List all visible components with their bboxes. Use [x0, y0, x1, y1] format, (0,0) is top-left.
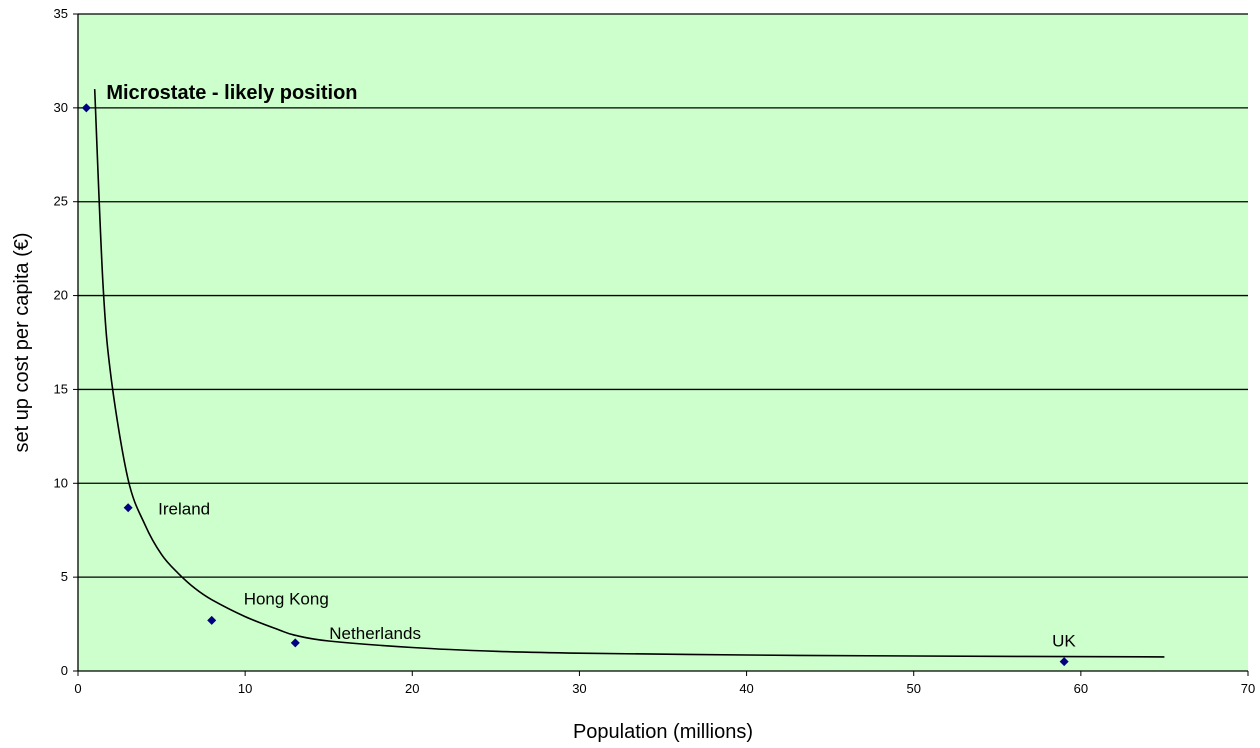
y-tick-label: 35	[54, 6, 68, 21]
x-tick-labels: 0 10 20 30 40 50 60 70	[74, 681, 1255, 696]
x-tick-label: 30	[572, 681, 586, 696]
data-point	[81, 103, 91, 113]
data-point	[123, 503, 133, 513]
x-tick-label: 20	[405, 681, 419, 696]
trend-curve	[93, 89, 1165, 658]
data-point	[290, 638, 300, 648]
x-tick-label: 70	[1241, 681, 1255, 696]
y-tick-label: 5	[61, 569, 68, 584]
y-tick-label: 25	[54, 194, 68, 209]
annotation-label: Microstate - likely position	[106, 82, 357, 104]
data-point	[207, 615, 217, 625]
y-tick-label: 10	[54, 475, 68, 490]
x-tick-label: 10	[238, 681, 252, 696]
point-label: UK	[1052, 632, 1076, 651]
point-label: Netherlands	[329, 624, 421, 643]
axes	[73, 13, 1249, 676]
gridlines	[78, 13, 1248, 578]
y-axis-label: set up cost per capita (€)	[11, 232, 33, 452]
point-label: Hong Kong	[244, 589, 329, 608]
plot-area	[78, 14, 1248, 671]
y-tick-label: 20	[54, 288, 68, 303]
y-tick-label: 15	[54, 381, 68, 396]
point-label: Ireland	[158, 500, 210, 519]
x-tick-label: 50	[906, 681, 920, 696]
data-points	[81, 103, 1069, 667]
data-point	[1059, 657, 1069, 667]
x-axis-label: Population (millions)	[573, 721, 753, 743]
y-tick-labels: 0 5 10 15 20 25 30 35	[54, 6, 68, 678]
x-tick-label: 0	[74, 681, 81, 696]
x-tick-label: 60	[1074, 681, 1088, 696]
y-tick-label: 0	[61, 663, 68, 678]
x-tick-label: 40	[739, 681, 753, 696]
y-tick-label: 30	[54, 100, 68, 115]
